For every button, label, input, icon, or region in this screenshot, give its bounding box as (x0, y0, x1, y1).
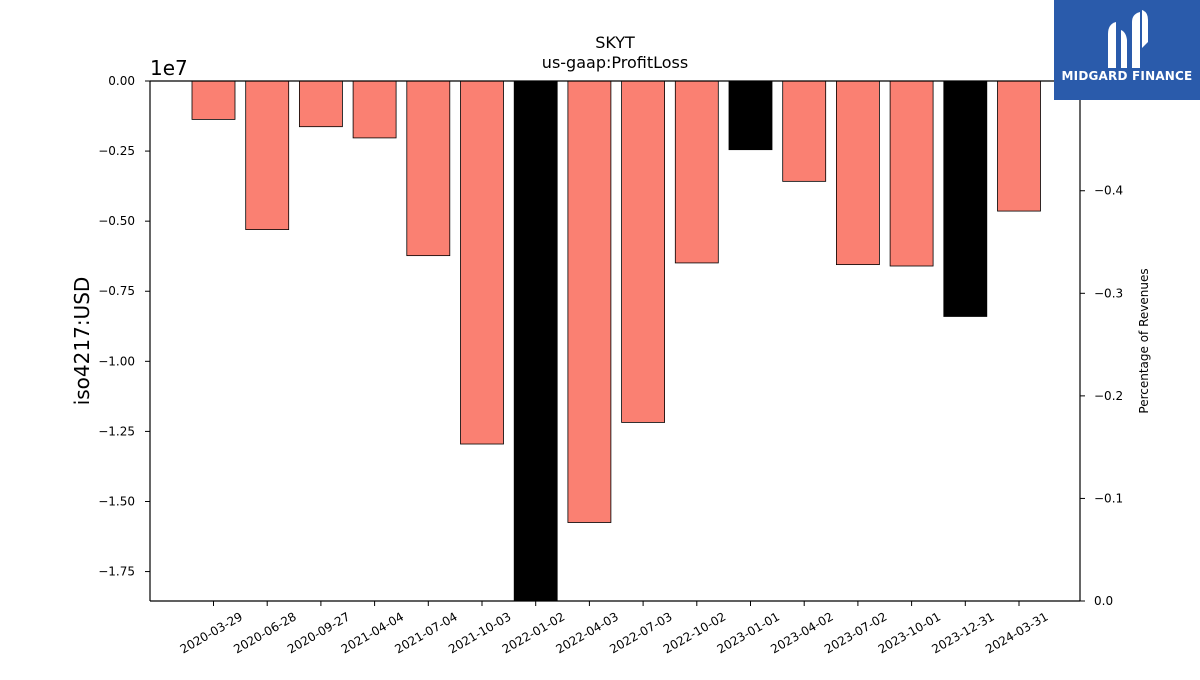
bar-2020-06-28 (245, 80, 290, 230)
y2-tick-label: −0.4 (1094, 184, 1123, 198)
bar-2021-10-03 (460, 80, 504, 445)
logo-mark-icon (1108, 10, 1148, 68)
bar-2021-04-04 (352, 80, 397, 139)
y-tick-label: 0.00 (108, 74, 135, 88)
y-tick-label: −1.50 (98, 494, 135, 508)
midgard-finance-logo: MIDGARD FINANCE (1054, 0, 1200, 100)
y-offset-label: 1e7 (150, 56, 188, 80)
bar-2022-10-02 (674, 80, 719, 264)
chart-subtitle: us-gaap:ProfitLoss (542, 53, 688, 72)
y2-axis-label: Percentage of Revenues (1137, 268, 1151, 413)
bar-2022-04-03 (567, 80, 612, 523)
bar-2023-04-02 (782, 80, 827, 182)
bar-2023-01-01 (728, 80, 773, 151)
y2-ticks: 0.0 −0.1 −0.2 −0.3 −0.4 (1080, 184, 1123, 608)
y2-tick-label: −0.3 (1094, 286, 1123, 300)
y-axis-label: iso4217:USD (70, 277, 94, 406)
y2-tick-label: −0.1 (1094, 491, 1123, 505)
bar-2023-10-01 (889, 80, 934, 267)
y-tick-label: −0.75 (98, 284, 135, 298)
logo-text: MIDGARD FINANCE (1061, 69, 1193, 83)
bar-2022-07-03 (621, 80, 665, 423)
bar-2023-12-31 (943, 80, 988, 317)
y2-tick-label: −0.2 (1094, 389, 1123, 403)
y-tick-label: −0.50 (98, 214, 135, 228)
x-ticks: 2020-03-292020-06-282020-09-272021-04-04… (178, 601, 1051, 656)
bar-2023-07-02 (836, 80, 880, 266)
axes (149, 80, 1081, 602)
y-tick-label: −0.25 (98, 144, 135, 158)
y-tick-label: −1.00 (98, 354, 135, 368)
y-ticks: 0.00 −0.25 −0.50 −0.75 −1.00 −1.25 −1.50 −1.75 (98, 74, 150, 579)
bar-2024-03-31 (997, 80, 1041, 212)
bar-2021-07-04 (406, 80, 451, 257)
bar-2020-03-29 (191, 80, 236, 120)
y-tick-label: −1.75 (98, 565, 135, 579)
y2-tick-label: 0.0 (1094, 594, 1113, 608)
bars (191, 80, 1041, 602)
bar-2022-01-02 (513, 80, 558, 602)
chart-title: SKYT (595, 33, 635, 52)
bar-2020-09-27 (298, 80, 343, 128)
y-tick-label: −1.25 (98, 424, 135, 438)
